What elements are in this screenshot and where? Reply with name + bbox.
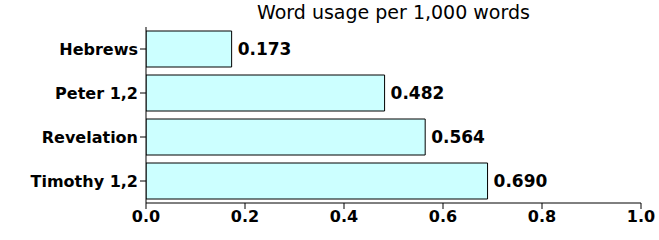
svg-text:0.8: 0.8 — [528, 207, 556, 226]
svg-text:1.0: 1.0 — [627, 207, 651, 226]
svg-text:Peter 1,2: Peter 1,2 — [55, 84, 138, 103]
svg-text:0.690: 0.690 — [494, 171, 548, 191]
svg-text:0.482: 0.482 — [391, 83, 445, 103]
svg-text:0.4: 0.4 — [330, 207, 358, 226]
svg-text:0.173: 0.173 — [238, 39, 292, 59]
svg-text:0.6: 0.6 — [429, 207, 457, 226]
svg-text:Hebrews: Hebrews — [59, 40, 138, 59]
svg-text:Revelation: Revelation — [42, 128, 138, 147]
html-text:Word usage per 1,000 words: Word usage per 1,000 words — [257, 1, 530, 23]
svg-text:0.564: 0.564 — [431, 127, 485, 147]
svg-text:Timothy 1,2: Timothy 1,2 — [31, 172, 138, 191]
svg-text:0.2: 0.2 — [231, 207, 259, 226]
svg-text:0.0: 0.0 — [132, 207, 160, 226]
